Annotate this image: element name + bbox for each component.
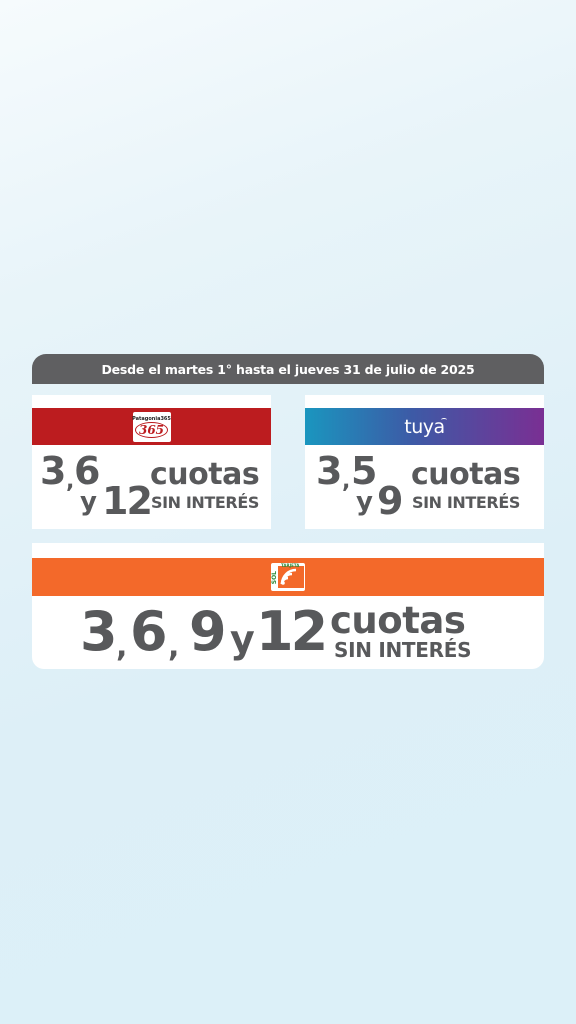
tuya-card: tuya 3 , 5 y 9 cuotas SIN INTERÉS <box>305 395 544 529</box>
patagonia-card: Patagonia365 365 3 , 6 y 12 cuotas SIN I… <box>32 395 271 529</box>
tuya-logo: tuya <box>404 415 448 438</box>
installment-3: 3 <box>316 449 342 493</box>
installment-6: 6 <box>130 600 168 663</box>
promo-dates-banner: Desde el martes 1° hasta el jueves 31 de… <box>32 354 544 384</box>
cuotas-label: cuotas <box>330 599 466 642</box>
sol-logo-name: SOL <box>271 571 278 585</box>
conjunction-y: y <box>80 487 97 517</box>
tarjeta-sol-logo: SOL TARJETA <box>271 563 305 591</box>
installment-6: 6 <box>74 449 100 493</box>
patagonia365-logo: Patagonia365 365 <box>132 411 171 442</box>
installment-9: 9 <box>377 479 403 523</box>
cuotas-label: cuotas <box>150 457 260 492</box>
sin-interes-label: SIN INTERÉS <box>412 493 520 512</box>
sin-interes-label: SIN INTERÉS <box>151 493 259 512</box>
installment-9: 9 <box>189 600 227 663</box>
installment-3: 3 <box>80 600 118 663</box>
sol-card: SOL TARJETA 3 , 6 , 9 y 12 cuotas SIN IN… <box>32 543 544 669</box>
sol-brand-bar: SOL TARJETA <box>32 558 544 596</box>
installment-5: 5 <box>351 449 377 493</box>
promo-dates-text: Desde el martes 1° hasta el jueves 31 de… <box>101 361 475 377</box>
patagonia-brand-bar: Patagonia365 365 <box>32 408 271 445</box>
conjunction-y: y <box>356 487 373 517</box>
conjunction-y: y <box>230 617 255 661</box>
separator: , <box>168 629 180 664</box>
cuotas-label: cuotas <box>411 457 521 492</box>
patagonia-logo-number: 365 <box>134 421 169 438</box>
tuya-brand-bar: tuya <box>305 408 544 445</box>
separator: , <box>66 469 75 494</box>
installment-12: 12 <box>256 600 328 663</box>
installment-3: 3 <box>40 449 66 493</box>
sol-logo-sub: TARJETA <box>281 563 300 568</box>
sin-interes-label: SIN INTERÉS <box>334 638 472 662</box>
patagonia-logo-name: Patagonia365 <box>132 415 171 422</box>
separator: , <box>116 629 128 664</box>
separator: , <box>342 469 351 494</box>
installment-12: 12 <box>102 479 153 523</box>
